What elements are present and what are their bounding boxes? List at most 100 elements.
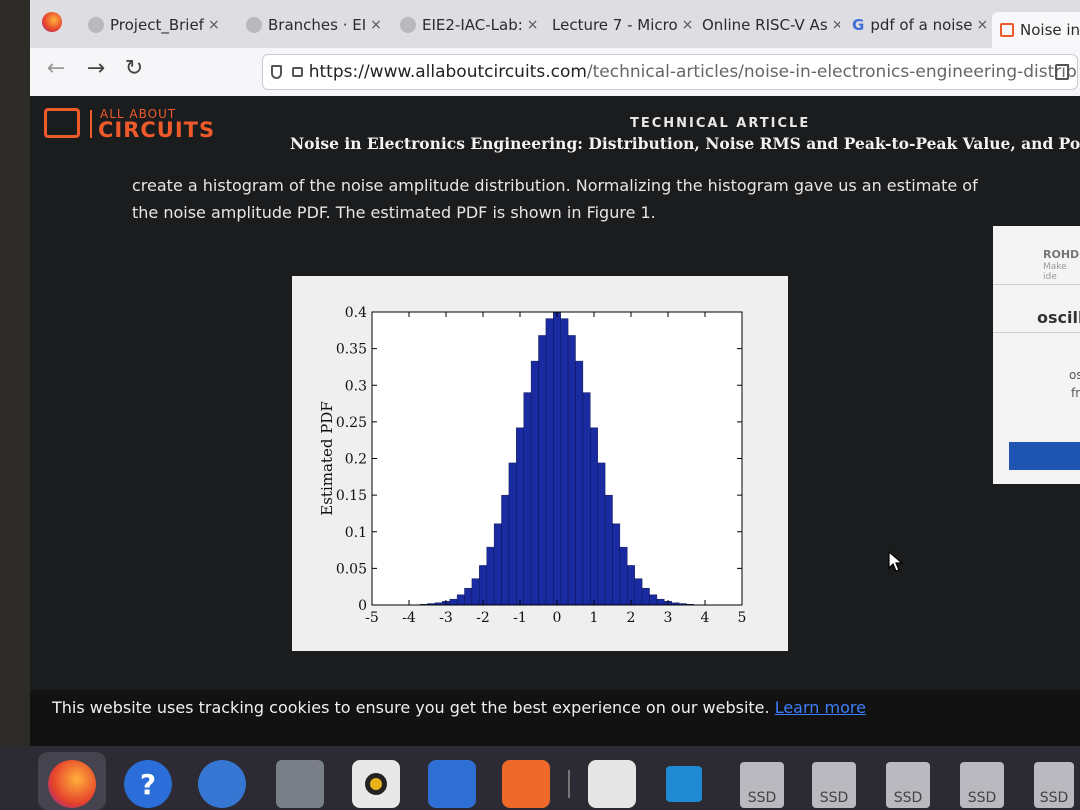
x-tick-label: 0 — [553, 610, 562, 626]
histogram-bar — [523, 392, 532, 606]
x-tick-label: -2 — [476, 610, 490, 626]
x-tick-label: 2 — [627, 610, 636, 626]
vscode-icon[interactable] — [660, 760, 708, 808]
web-page: ALL ABOUT CIRCUITS TECHNICAL ARTICLE Noi… — [30, 96, 1080, 746]
histogram-bar — [471, 578, 480, 606]
y-tick-label: 0.3 — [345, 378, 367, 394]
article-kicker: TECHNICAL ARTICLE — [630, 116, 811, 131]
tab-close-button[interactable]: × — [976, 17, 989, 33]
github-icon — [400, 17, 416, 33]
forward-arrow-icon[interactable]: → — [86, 56, 106, 81]
ssd-drive-icon[interactable]: SSD — [740, 762, 784, 808]
y-tick-label: 0.4 — [345, 305, 367, 321]
sidebar-ad[interactable]: ROHD Make ide oscill os fr — [993, 226, 1080, 484]
tab-close-button[interactable]: × — [526, 17, 539, 33]
histogram-bar — [627, 565, 635, 606]
ad-headline: oscill — [1037, 308, 1080, 327]
x-tick-label: 1 — [590, 610, 599, 626]
ssd-drive-icon[interactable]: SSD — [886, 762, 930, 808]
tab-close-button[interactable]: × — [681, 17, 692, 33]
histogram-bar — [530, 360, 539, 606]
y-tick-label: 0.15 — [336, 488, 367, 504]
thunderbird-icon[interactable] — [198, 760, 246, 808]
writer-icon[interactable] — [428, 760, 476, 808]
body-paragraph-line: create a histogram of the noise amplitud… — [132, 176, 978, 195]
reader-view-icon[interactable] — [1055, 64, 1069, 80]
cookie-text: This website uses tracking cookies to en… — [52, 698, 770, 717]
cookie-banner: This website uses tracking cookies to en… — [30, 690, 1080, 746]
tab-close-button[interactable]: × — [207, 17, 220, 33]
reload-icon[interactable]: ↻ — [124, 56, 144, 81]
ssd-drive-icon[interactable]: SSD — [960, 762, 1004, 808]
aac-favicon-icon — [1000, 23, 1014, 37]
firefox-icon[interactable] — [48, 760, 96, 808]
body-paragraph-line: the noise amplitude PDF. The estimated P… — [132, 203, 656, 222]
histogram-bar — [560, 318, 569, 606]
article-title: Noise in Electronics Engineering: Distri… — [290, 134, 1080, 153]
help-icon[interactable]: ? — [124, 760, 172, 808]
tab-lecture-7[interactable]: Lecture 7 - Micro × — [552, 10, 692, 40]
histogram-bar — [567, 335, 576, 606]
ssd-drive-icon[interactable]: SSD — [812, 762, 856, 808]
x-tick-label: -1 — [513, 610, 527, 626]
tab-online-risc-v[interactable]: Online RISC-V As × — [702, 10, 840, 40]
y-tick-label: 0 — [358, 598, 367, 614]
logo-divider — [90, 110, 92, 138]
histogram-bar — [649, 594, 658, 606]
tab-close-button[interactable]: × — [370, 17, 382, 33]
x-tick-label: 5 — [738, 610, 747, 626]
histogram-bar — [612, 523, 621, 606]
histogram-bar — [545, 318, 554, 606]
tab-eie2-iac-lab[interactable]: EIE2-IAC-Lab: × — [400, 10, 544, 40]
histogram-bar — [538, 335, 547, 606]
tab-label: Project_Brief — [110, 16, 204, 34]
mouse-cursor-icon — [888, 551, 904, 572]
desktop-edge — [0, 0, 30, 810]
ad-brand: ROHD — [1043, 248, 1080, 261]
histogram-bar — [553, 312, 561, 606]
histogram-bar — [656, 598, 665, 606]
browser-nav-bar: ← → ↻ https://www.allaboutcircuits.com/t… — [30, 48, 1080, 97]
x-tick-label: -3 — [439, 610, 453, 626]
firefox-menu-icon[interactable] — [42, 12, 62, 32]
shield-icon[interactable] — [271, 65, 283, 79]
histogram-bar — [501, 494, 510, 606]
tab-pdf-of-a-noise[interactable]: G pdf of a noise × — [852, 10, 992, 40]
rhythmbox-icon[interactable] — [352, 760, 400, 808]
document-viewer-icon[interactable] — [588, 760, 636, 808]
histogram-bar — [634, 578, 643, 606]
tab-project-brief[interactable]: Project_Brief × — [88, 10, 238, 40]
tab-branches[interactable]: Branches · EI × — [246, 10, 384, 40]
tab-label: Online RISC-V As — [702, 16, 828, 34]
tab-noise-in-active[interactable]: Noise in — [992, 12, 1080, 48]
learn-more-link[interactable]: Learn more — [774, 698, 866, 717]
x-tick-label: 4 — [701, 610, 710, 626]
software-center-icon[interactable] — [502, 760, 550, 808]
ad-button[interactable] — [1009, 442, 1080, 470]
histogram-bar — [597, 462, 606, 606]
ssd-drive-icon[interactable]: SSD — [1034, 762, 1074, 808]
url-bar[interactable]: https://www.allaboutcircuits.com/technic… — [262, 54, 1078, 90]
back-arrow-icon[interactable]: ← — [46, 56, 66, 81]
files-icon[interactable] — [276, 760, 324, 808]
ad-divider — [993, 284, 1080, 285]
url-host: https://www.allaboutcircuits.com — [308, 62, 587, 82]
aac-logo-icon[interactable] — [44, 108, 80, 138]
histogram-bar — [590, 427, 598, 606]
url-text[interactable]: https://www.allaboutcircuits.com/technic… — [309, 62, 1077, 82]
x-tick-label: -4 — [402, 610, 416, 626]
ad-line: fr — [1071, 386, 1080, 400]
lock-icon[interactable] — [292, 67, 303, 77]
x-tick-label: -5 — [365, 610, 379, 626]
logo-small-text[interactable]: ALL ABOUT — [100, 107, 177, 121]
tab-close-button[interactable]: × — [831, 17, 840, 33]
histogram-bar — [493, 523, 502, 606]
dock-separator — [568, 770, 570, 798]
histogram-bar — [516, 427, 524, 606]
logo-big-text[interactable]: CIRCUITS — [98, 118, 216, 142]
y-tick-label: 0.35 — [336, 342, 367, 358]
x-tick-label: 3 — [664, 610, 673, 626]
github-icon — [88, 17, 104, 33]
taskbar-dock: ? SSD SSD SSD SSD SSD — [0, 746, 1080, 810]
